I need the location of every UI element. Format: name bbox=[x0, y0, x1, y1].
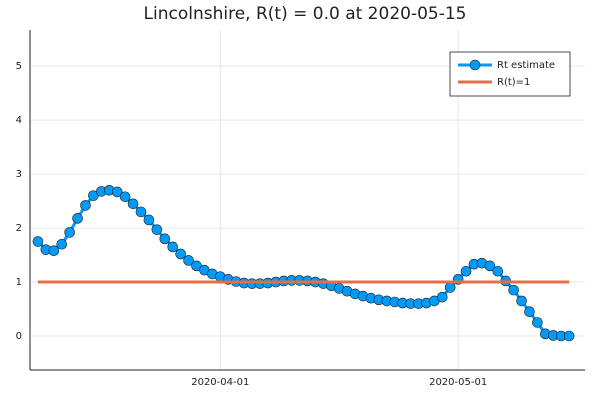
point bbox=[508, 284, 519, 296]
point bbox=[32, 236, 44, 247]
point bbox=[524, 306, 535, 318]
legend-label: R(t)=1 bbox=[497, 77, 530, 88]
point bbox=[183, 255, 194, 266]
y-tick-label: 3 bbox=[16, 169, 22, 180]
point bbox=[135, 206, 147, 218]
point bbox=[127, 198, 139, 210]
point bbox=[516, 295, 527, 307]
point bbox=[159, 233, 171, 245]
point bbox=[444, 282, 456, 293]
y-tick-label: 5 bbox=[16, 61, 22, 72]
point bbox=[175, 248, 186, 260]
y-tick-label: 4 bbox=[16, 115, 22, 126]
point bbox=[72, 213, 83, 224]
point bbox=[460, 265, 472, 277]
point bbox=[563, 330, 575, 342]
point bbox=[56, 238, 68, 250]
x-tick-label: 2020-05-01 bbox=[429, 377, 487, 388]
point bbox=[436, 291, 448, 303]
point bbox=[111, 186, 123, 198]
point bbox=[151, 224, 163, 235]
point bbox=[484, 260, 496, 272]
point bbox=[492, 265, 504, 277]
point bbox=[119, 191, 131, 203]
point bbox=[167, 241, 179, 253]
chart-title: Lincolnshire, R(t) = 0.0 at 2020-05-15 bbox=[144, 4, 467, 24]
point bbox=[532, 317, 543, 328]
point bbox=[80, 200, 91, 211]
point bbox=[143, 214, 155, 226]
point bbox=[64, 227, 75, 238]
x-tick-label: 2020-04-01 bbox=[191, 377, 249, 388]
legend-marker bbox=[469, 59, 481, 71]
y-tick-label: 2 bbox=[16, 223, 22, 234]
legend-label: Rt estimate bbox=[497, 60, 555, 71]
y-tick-label: 1 bbox=[16, 277, 22, 288]
y-tick-label: 0 bbox=[16, 331, 22, 342]
point bbox=[48, 245, 60, 257]
legend-box bbox=[449, 51, 571, 97]
